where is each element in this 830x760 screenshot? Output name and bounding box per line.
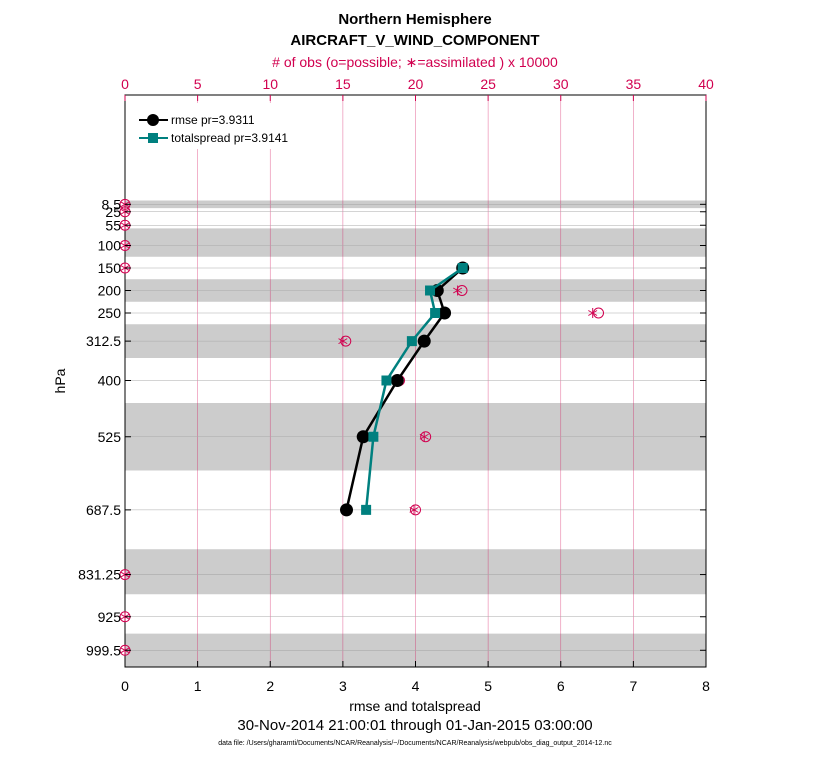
totalspread-point-2 xyxy=(430,308,441,318)
x-tick-label-5: 5 xyxy=(484,678,492,694)
top-tick-label-0: 0 xyxy=(121,76,129,92)
chart-subtitle: AIRCRAFT_V_WIND_COMPONENT xyxy=(290,32,539,49)
obs-possible-marker-7 xyxy=(340,335,352,347)
legend-spread-marker xyxy=(148,133,158,143)
y-tick-label-2: 55 xyxy=(105,217,121,233)
y-tick-label-7: 312.5 xyxy=(86,333,121,349)
top-tick-label-5: 25 xyxy=(480,76,496,92)
obs-assimilated-marker-6 xyxy=(588,308,598,318)
totalspread-point-1 xyxy=(425,285,436,296)
totalspread-point-3 xyxy=(406,336,417,347)
top-tick-label-6: 30 xyxy=(553,76,569,92)
y-tick-label-6: 250 xyxy=(98,305,122,321)
rmse-point-5 xyxy=(356,430,370,444)
x-tick-label-6: 6 xyxy=(557,678,565,694)
totalspread-point-0 xyxy=(457,263,468,273)
top-tick-label-8: 40 xyxy=(698,76,714,92)
obs-possible-marker-9 xyxy=(420,431,432,443)
top-tick-labels: 0 5 10 15 20 25 30 35 40 xyxy=(121,76,714,101)
y-tick-label-1: 25 xyxy=(105,204,121,220)
top-tick-label-1: 5 xyxy=(194,76,202,92)
legend-spread-label: totalspread pr=3.9141 xyxy=(171,131,288,145)
obs-assimilated-stroke-6-2 xyxy=(588,310,598,316)
series-group xyxy=(340,261,470,517)
y-tick-label-0: 8.5 xyxy=(102,196,122,212)
date-range: 30-Nov-2014 21:00:01 through 01-Jan-2015… xyxy=(237,717,592,734)
obs-assimilated-marker-7 xyxy=(338,336,348,347)
x-tick-label-4: 4 xyxy=(412,678,420,694)
y-tick-label-11: 831.25 xyxy=(78,567,121,583)
legend-rmse-label: rmse pr=3.9311 xyxy=(171,113,255,127)
x-tick-labels: 0 1 2 3 4 5 6 7 8 xyxy=(121,661,710,694)
legend-rmse-marker xyxy=(147,114,159,126)
rmse-line xyxy=(345,267,464,511)
top-tick-label-4: 20 xyxy=(408,76,424,92)
obs-assimilated-stroke-7-2 xyxy=(338,338,348,345)
rmse-point-3 xyxy=(417,334,431,348)
chart-title: Northern Hemisphere xyxy=(338,11,491,28)
totalspread-point-6 xyxy=(361,504,372,515)
top-axis-title: # of obs (o=possible; ∗=assimilated ) x … xyxy=(272,54,558,70)
rmse-point-2 xyxy=(438,306,452,320)
obs-possible-marker-10 xyxy=(410,504,421,516)
data-file-path: data file: /Users/gharamti/Documents/NCA… xyxy=(218,740,612,747)
totalspread-point-4 xyxy=(381,375,392,386)
top-tick-label-7: 35 xyxy=(626,76,642,92)
x-tick-label-8: 8 xyxy=(702,678,710,694)
x-tick-label-0: 0 xyxy=(121,678,129,694)
y-tick-label-12: 925 xyxy=(98,609,122,625)
top-tick-label-3: 15 xyxy=(335,76,351,92)
y-tick-label-13: 999.5 xyxy=(86,642,121,658)
rmse-point-6 xyxy=(340,503,354,517)
obs-assimilated-stroke-9-2 xyxy=(419,433,429,440)
y-tick-label-9: 525 xyxy=(98,429,122,445)
x-tick-label-7: 7 xyxy=(629,678,637,694)
y-tick-label-4: 150 xyxy=(98,260,122,276)
obs-assimilated-marker-9 xyxy=(419,431,429,442)
rmse-point-4 xyxy=(390,374,404,387)
totalspread-line xyxy=(364,266,464,510)
x-axis-label: rmse and totalspread xyxy=(349,698,481,714)
totalspread-point-5 xyxy=(368,431,379,442)
top-tick-label-2: 10 xyxy=(262,76,278,92)
obs-assimilated-stroke-5-2 xyxy=(453,287,463,294)
legend: rmse pr=3.9311 totalspread pr=3.9141 xyxy=(132,103,288,149)
y-tick-label-5: 200 xyxy=(98,283,122,299)
x-tick-label-1: 1 xyxy=(194,678,202,694)
obs-assimilated-stroke-10-2 xyxy=(409,506,419,513)
y-tick-label-10: 687.5 xyxy=(86,502,121,518)
y-tick-label-8: 400 xyxy=(98,373,122,389)
x-tick-label-2: 2 xyxy=(266,678,274,694)
y-tick-label-3: 100 xyxy=(98,238,122,254)
obs-assimilated-marker-10 xyxy=(409,504,419,515)
y-axis-label: hPa xyxy=(52,368,68,393)
obs-assimilated-marker-5 xyxy=(453,285,463,296)
x-tick-label-3: 3 xyxy=(339,678,347,694)
